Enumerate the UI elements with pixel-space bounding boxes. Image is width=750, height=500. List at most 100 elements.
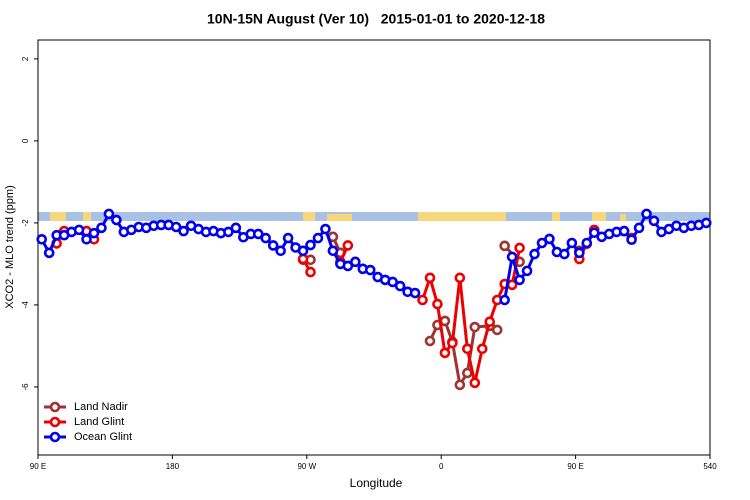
data-point [81, 233, 92, 245]
data-point [424, 335, 436, 347]
data-point [260, 232, 272, 244]
land-patch [83, 212, 91, 221]
data-point [312, 232, 324, 244]
data-point [499, 294, 510, 306]
data-point [454, 272, 466, 284]
data-point [88, 227, 100, 239]
data-point [43, 247, 55, 259]
data-point [230, 222, 242, 234]
x-tick-label: 90 E [567, 462, 583, 471]
data-point [491, 324, 503, 336]
legend-label: Land Nadir [74, 401, 128, 413]
plot-frame [37, 39, 711, 456]
data-point [417, 294, 428, 306]
data-point [544, 233, 555, 245]
data-point [252, 228, 264, 240]
data-point [282, 232, 294, 244]
data-point [529, 248, 540, 260]
data-point [514, 274, 525, 286]
land-patch [50, 212, 66, 221]
legend-label: Ocean Glint [74, 431, 132, 443]
data-point [566, 237, 578, 249]
data-point [476, 343, 488, 355]
series-line [421, 247, 522, 384]
land-patch [418, 212, 506, 221]
data-point [618, 225, 630, 237]
y-tick-label: 0 [21, 138, 30, 143]
x-tick-label: 90 W [297, 462, 316, 471]
data-point [364, 264, 376, 276]
land-patch [303, 212, 315, 221]
data-point [536, 237, 548, 249]
data-point [506, 251, 518, 263]
data-point [462, 367, 473, 379]
x-axis-label: Longitude [350, 476, 403, 490]
data-point [700, 217, 712, 229]
data-point [484, 316, 496, 328]
data-point [170, 221, 182, 233]
data-point [297, 253, 309, 265]
data-point [305, 266, 316, 278]
legend-marker [49, 401, 61, 413]
data-point [469, 321, 481, 333]
data-point [297, 245, 309, 257]
data-point [439, 347, 451, 359]
data-point [447, 337, 458, 349]
data-point [574, 247, 585, 259]
data-point [36, 233, 48, 245]
land-patch [327, 214, 352, 221]
land-patch [552, 212, 560, 221]
data-point [275, 245, 286, 257]
y-tick-label: -4 [21, 301, 30, 309]
data-point [462, 343, 473, 355]
y-tick-label: 2 [21, 56, 30, 61]
data-point [514, 242, 525, 254]
data-point [111, 214, 122, 226]
data-point [499, 240, 510, 252]
data-point [394, 280, 406, 292]
data-point [387, 276, 398, 288]
ocean-strip [38, 212, 710, 221]
x-tick-label: 90 E [30, 462, 46, 471]
data-point [424, 272, 436, 284]
x-tick-label: 540 [703, 462, 717, 471]
land-patch [592, 212, 606, 221]
data-point [96, 222, 107, 234]
legend-label: Land Glint [74, 416, 124, 428]
chart-title: 10N-15N August (Ver 10) 2015-01-01 to 20… [207, 11, 545, 27]
data-point [342, 240, 354, 251]
data-point [73, 224, 85, 236]
data-point [350, 256, 361, 268]
data-point [559, 248, 570, 260]
data-point [327, 245, 339, 257]
data-point [521, 265, 533, 277]
data-point [588, 227, 600, 239]
data-point [626, 234, 637, 246]
y-tick-label: -2 [21, 219, 30, 227]
data-point [267, 240, 279, 251]
data-point [648, 215, 660, 227]
map-strip [38, 212, 710, 221]
data-point [409, 287, 421, 299]
data-point [305, 239, 316, 251]
data-point [178, 225, 189, 237]
data-point [439, 315, 451, 327]
data-point [633, 222, 645, 234]
data-point [641, 208, 652, 220]
data-point [342, 260, 354, 272]
data-point [223, 226, 234, 238]
data-point [103, 208, 115, 220]
y-tick-label: -6 [21, 383, 30, 391]
x-tick-label: 180 [166, 462, 180, 471]
y-axis-label: XCO2 - MLO trend (ppm) [4, 185, 16, 308]
x-tick-label: 0 [439, 462, 444, 471]
legend-marker [49, 431, 61, 443]
data-point [432, 298, 443, 310]
data-point [469, 377, 481, 389]
land-patch [620, 214, 626, 221]
data-point [581, 237, 593, 249]
data-point [454, 379, 466, 391]
data-point [320, 223, 331, 235]
